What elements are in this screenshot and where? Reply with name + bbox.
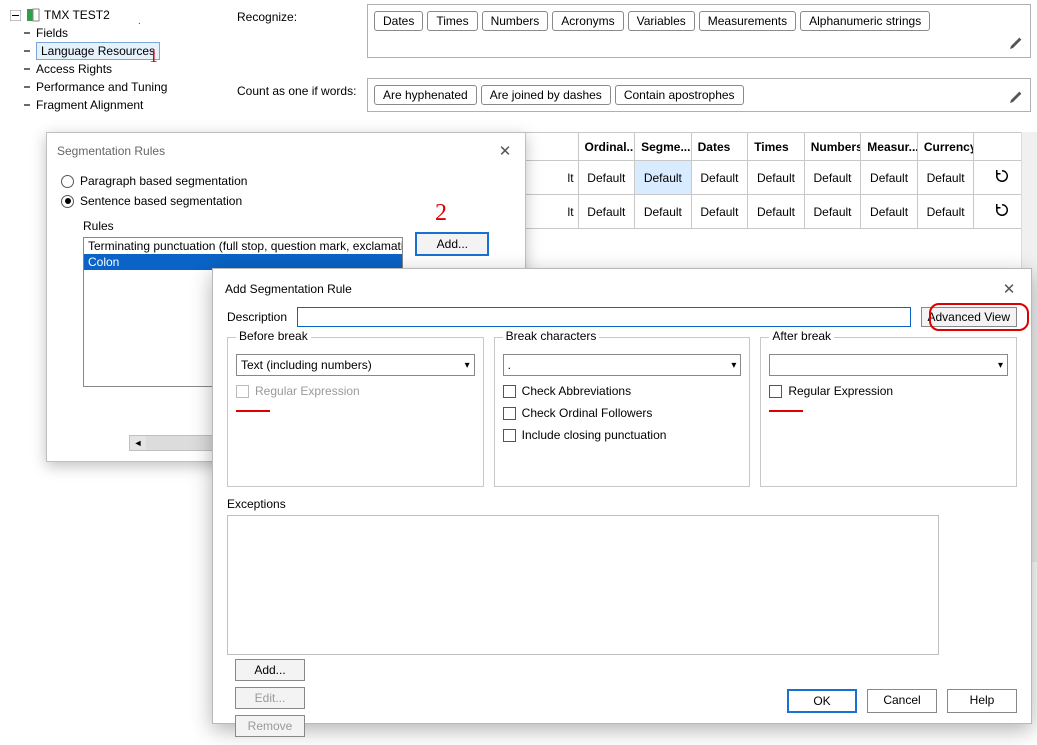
group-label: Break characters — [503, 329, 600, 343]
tree-item-language-resources[interactable]: Language Resources — [8, 42, 215, 60]
checkbox-label: Regular Expression — [255, 384, 360, 398]
column-header[interactable]: Segme... — [635, 133, 692, 161]
chip-numbers[interactable]: Numbers — [482, 11, 549, 31]
checkbox-label: Check Ordinal Followers — [522, 406, 653, 420]
exceptions-label: Exceptions — [227, 497, 1017, 511]
cancel-button[interactable]: Cancel — [867, 689, 937, 713]
include-closing-checkbox[interactable]: Include closing punctuation — [503, 428, 742, 442]
table-row[interactable]: ltDefaultDefaultDefaultDefaultDefaultDef… — [522, 195, 1031, 229]
column-header[interactable]: Dates — [691, 133, 748, 161]
chip-acronyms[interactable]: Acronyms — [552, 11, 623, 31]
nav-tree: TMX TEST2 FieldsLanguage ResourcesAccess… — [0, 0, 215, 114]
tree-item-fragment-alignment[interactable]: Fragment Alignment — [8, 96, 215, 114]
checkbox-icon — [236, 385, 249, 398]
column-header[interactable] — [522, 133, 579, 161]
advanced-view-button[interactable]: Advanced View — [921, 307, 1018, 327]
rule-item[interactable]: Terminating punctuation (full stop, ques… — [84, 238, 402, 254]
settings-panel: Recognize: DatesTimesNumbersAcronymsVari… — [237, 4, 1031, 132]
close-icon[interactable]: ✕ — [999, 279, 1019, 299]
group-label: Before break — [236, 329, 311, 343]
chip-times[interactable]: Times — [427, 11, 477, 31]
column-header[interactable]: Currency — [917, 133, 974, 161]
scroll-left-icon[interactable]: ◄ — [130, 436, 146, 450]
check-abbrev-checkbox[interactable]: Check Abbreviations — [503, 384, 742, 398]
column-header[interactable]: Times — [748, 133, 805, 161]
exceptions-listbox[interactable] — [227, 515, 939, 655]
recognize-label: Recognize: — [237, 4, 367, 24]
description-input[interactable] — [297, 307, 910, 327]
annotation-underline — [236, 410, 270, 412]
chip-are-joined-by-dashes[interactable]: Are joined by dashes — [481, 85, 611, 105]
after-break-group: After break ▾ Regular Expression — [760, 337, 1017, 487]
combo-value: Text (including numbers) — [241, 358, 372, 372]
minus-icon[interactable] — [8, 8, 22, 22]
close-icon[interactable]: ✕ — [495, 141, 515, 161]
count-box: Are hyphenatedAre joined by dashesContai… — [367, 78, 1031, 112]
pencil-icon[interactable] — [1008, 89, 1024, 105]
help-button[interactable]: Help — [947, 689, 1017, 713]
count-label: Count as one if words: — [237, 78, 367, 98]
tree-item-fields[interactable]: Fields — [8, 24, 215, 42]
tree-root[interactable]: TMX TEST2 — [8, 6, 215, 24]
annotation-underline — [769, 410, 803, 412]
radio-paragraph[interactable]: Paragraph based segmentation — [61, 171, 511, 191]
combo-value: . — [508, 358, 511, 372]
chevron-down-icon: ▾ — [465, 360, 470, 371]
recognize-box: DatesTimesNumbersAcronymsVariablesMeasur… — [367, 4, 1031, 58]
break-characters-group: Break characters . ▾ Check Abbreviations… — [494, 337, 751, 487]
group-label: After break — [769, 329, 834, 343]
tree-root-label: TMX TEST2 — [44, 8, 110, 22]
checkbox-label: Check Abbreviations — [522, 384, 631, 398]
column-header[interactable]: Measur... — [861, 133, 918, 161]
chip-variables[interactable]: Variables — [628, 11, 695, 31]
pencil-icon[interactable] — [1008, 35, 1024, 51]
annotation-2: 2 — [435, 200, 447, 227]
exception-remove-button: Remove — [235, 715, 305, 737]
add-segmentation-rule-dialog: Add Segmentation Rule ✕ Description Adva… — [212, 268, 1032, 724]
chip-contain-apostrophes[interactable]: Contain apostrophes — [615, 85, 744, 105]
radio-icon — [61, 195, 74, 208]
checkbox-icon — [769, 385, 782, 398]
before-break-combo[interactable]: Text (including numbers) ▾ — [236, 354, 475, 376]
radio-label: Sentence based segmentation — [80, 194, 242, 208]
checkbox-icon — [503, 429, 516, 442]
checkbox-label: Include closing punctuation — [522, 428, 667, 442]
description-label: Description — [227, 310, 287, 324]
table-row[interactable]: ltDefaultDefaultDefaultDefaultDefaultDef… — [522, 161, 1031, 195]
column-header[interactable]: Numbers — [804, 133, 861, 161]
chip-alphanumeric-strings[interactable]: Alphanumeric strings — [800, 11, 930, 31]
chip-measurements[interactable]: Measurements — [699, 11, 796, 31]
after-break-combo[interactable]: ▾ — [769, 354, 1008, 376]
chip-dates[interactable]: Dates — [374, 11, 423, 31]
radio-icon — [61, 175, 74, 188]
after-regex-checkbox[interactable]: Regular Expression — [769, 384, 1008, 398]
column-header[interactable]: Ordinal... — [578, 133, 635, 161]
checkbox-icon — [503, 385, 516, 398]
chip-are-hyphenated[interactable]: Are hyphenated — [374, 85, 477, 105]
before-break-group: Before break Text (including numbers) ▾ … — [227, 337, 484, 487]
defaults-grid: Ordinal...Segme...DatesTimesNumbersMeasu… — [521, 132, 1031, 229]
annotation-dot: . — [138, 16, 141, 27]
add-rule-button[interactable]: Add... — [416, 233, 488, 255]
before-regex-checkbox: Regular Expression — [236, 384, 475, 398]
radio-label: Paragraph based segmentation — [80, 174, 247, 188]
chevron-down-icon: ▾ — [731, 360, 736, 371]
tree-item-performance-and-tuning[interactable]: Performance and Tuning — [8, 78, 215, 96]
ok-button[interactable]: OK — [787, 689, 857, 713]
tree-item-access-rights[interactable]: Access Rights — [8, 60, 215, 78]
exception-edit-button: Edit... — [235, 687, 305, 709]
dialog-title: Segmentation Rules — [57, 144, 165, 158]
checkbox-icon — [503, 407, 516, 420]
break-chars-combo[interactable]: . ▾ — [503, 354, 742, 376]
exception-add-button[interactable]: Add... — [235, 659, 305, 681]
checkbox-label: Regular Expression — [788, 384, 893, 398]
annotation-1: 1 — [149, 46, 158, 67]
check-ordinal-checkbox[interactable]: Check Ordinal Followers — [503, 406, 742, 420]
dialog-title: Add Segmentation Rule — [225, 282, 352, 296]
db-icon — [26, 8, 40, 22]
chevron-down-icon: ▾ — [998, 360, 1003, 371]
